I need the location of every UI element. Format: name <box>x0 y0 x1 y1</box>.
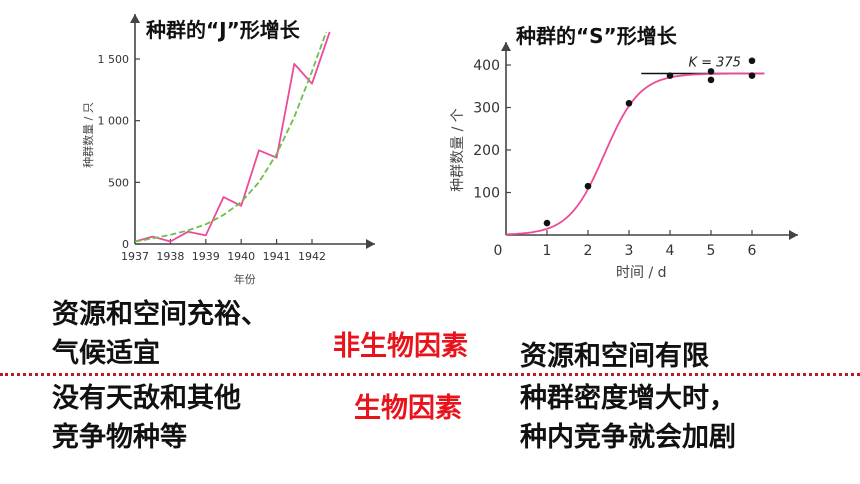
j-y-axis-arrow <box>130 14 140 23</box>
j-y-axis-title: 种群数量 / 只 <box>81 102 95 168</box>
s-logistic-curve <box>505 72 765 236</box>
j-x-tick-label: 1941 <box>263 250 291 263</box>
s-x-tick-label: 6 <box>748 243 757 259</box>
s-y-axis-title: 种群数量 / 个 <box>450 108 466 192</box>
s-y-tick-label: 300 <box>473 101 500 117</box>
j-x-axis-title: 年份 <box>234 272 256 286</box>
left-line-4: 竞争物种等 <box>52 422 187 453</box>
s-x-tick-label: 3 <box>625 243 634 259</box>
s-data-point <box>584 182 592 190</box>
s-data-point <box>748 72 756 79</box>
j-x-tick-label: 1937 <box>121 250 149 263</box>
j-observed-line <box>134 31 331 243</box>
s-data-point <box>543 219 551 227</box>
j-dashed-curve <box>134 31 328 243</box>
s-k-label: K = 375 <box>688 56 741 71</box>
s-x-axis-title: 时间 / d <box>616 265 667 281</box>
j-x-axis-arrow <box>366 239 375 249</box>
s-y-tick-label: 100 <box>473 186 500 202</box>
right-line-2: 种群密度增大时， <box>520 383 736 414</box>
s-y-axis-arrow <box>501 42 511 51</box>
j-x-tick-label: 1938 <box>156 250 184 263</box>
s-data-point <box>748 57 756 65</box>
left-line-1: 资源和空间充裕、 <box>52 299 268 330</box>
j-chart-title: 种群的“J”形增长 <box>146 18 300 42</box>
j-y-tick-label: 500 <box>108 176 129 189</box>
s-y-tick-label: 200 <box>473 143 500 159</box>
biotic-factor-label: 生物因素 <box>354 393 462 424</box>
j-y-tick-label: 1 500 <box>98 53 130 66</box>
j-y-tick-label: 1 000 <box>98 115 130 128</box>
s-data-point <box>625 99 633 107</box>
right-line-1: 资源和空间有限 <box>520 341 709 372</box>
right-line-3: 种内竞争就会加剧 <box>520 422 736 453</box>
s-data-point <box>707 68 715 75</box>
j-x-tick-label: 1942 <box>298 250 326 263</box>
s-chart-title: 种群的“S”形增长 <box>516 24 677 48</box>
abiotic-factor-label: 非生物因素 <box>333 331 468 362</box>
j-y-tick-label: 0 <box>122 238 129 251</box>
j-x-tick-label: 1940 <box>227 250 255 263</box>
s-x-tick-label: 0 <box>494 243 503 259</box>
dotted-divider <box>0 373 860 376</box>
s-data-point <box>707 76 715 84</box>
s-data-point <box>666 72 674 79</box>
s-x-tick-label: 2 <box>584 243 593 259</box>
s-growth-chart: 100 200 300 400 0 1 2 3 4 5 6 时间 / d 种群数量 / 个 K = 375 <box>450 42 798 281</box>
s-x-tick-label: 4 <box>666 243 675 259</box>
s-y-tick-label: 400 <box>473 58 500 74</box>
j-x-tick-label: 1939 <box>192 250 220 263</box>
s-x-tick-label: 1 <box>543 243 552 259</box>
j-growth-chart: 0 500 1 000 1 500 1937 1938 1939 1940 1941 1942 年份… <box>81 14 375 286</box>
s-x-axis-arrow <box>789 230 798 240</box>
s-x-tick-label: 5 <box>707 243 716 259</box>
left-line-2: 气候适宜 <box>52 338 160 369</box>
left-line-3: 没有天敌和其他 <box>52 383 241 414</box>
